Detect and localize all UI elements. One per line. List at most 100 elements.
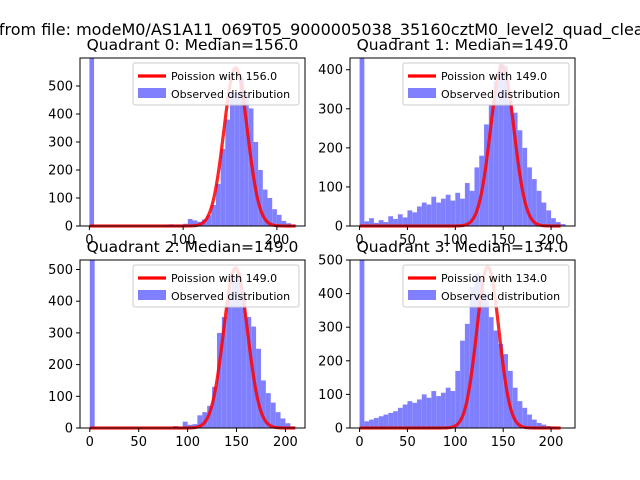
quadrant-3-bar <box>464 323 470 428</box>
quadrant-0-ytick-label: 0 <box>65 220 73 235</box>
quadrant-2-legend-observed-swatch <box>138 290 166 300</box>
quadrant-0-xtick-label: 0 <box>85 233 93 248</box>
quadrant-3-bar <box>517 401 523 428</box>
quadrant-2-bar <box>226 291 232 428</box>
quadrant-3-bar <box>527 414 532 428</box>
quadrant-1-bar <box>464 183 470 226</box>
quadrant-3-xtick-label: 150 <box>491 435 516 450</box>
quadrant-1-bar <box>359 58 365 226</box>
quadrant-3-bar <box>402 404 408 428</box>
quadrant-2-plot: 0 50 100 150 200 0 100 200 300 400 500 Quadrant 2: … <box>48 238 306 450</box>
quadrant-2-bar <box>260 380 266 428</box>
quadrant-0-legend <box>132 62 300 106</box>
quadrant-3-bar <box>388 412 394 428</box>
quadrant-1-bar <box>536 190 542 226</box>
quadrant-1-bar <box>512 112 518 226</box>
quadrant-1-bar <box>455 192 461 226</box>
quadrant-1-title: Quadrant 1: Median=149.0 <box>357 36 569 54</box>
quadrant-1-bar <box>493 81 499 226</box>
quadrant-0-bar <box>192 220 198 226</box>
quadrant-2-bar <box>182 421 188 428</box>
quadrant-0-bar <box>234 91 240 226</box>
quadrant-3-bar <box>445 387 451 428</box>
quadrant-2-bar <box>275 412 281 428</box>
quadrant-0-bar <box>215 184 221 226</box>
quadrant-1-bar <box>378 220 384 226</box>
quadrant-0-bar <box>272 209 277 226</box>
quadrant-2-xtick-label: 150 <box>224 435 249 450</box>
quadrant-3-bar <box>479 280 485 428</box>
quadrant-2-axes-frame <box>79 259 306 429</box>
quadrant-3-bar <box>507 370 513 428</box>
quadrant-2-ytick-label: 200 <box>48 358 73 373</box>
quadrant-1-bar <box>440 198 446 226</box>
quadrant-3-bar <box>431 391 437 428</box>
quadrant-3-bar <box>421 394 427 428</box>
quadrant-0-ytick-label: 300 <box>48 136 73 151</box>
quadrant-3-bar <box>498 344 504 428</box>
quadrant-1-bar <box>522 147 528 226</box>
quadrant-1-legend-poisson-label: Poission with 149.0 <box>441 70 547 83</box>
quadrant-1-bar <box>407 210 413 226</box>
quadrant-3-xtick-label: 100 <box>443 435 468 450</box>
quadrant-3-axes-frame <box>349 259 576 429</box>
quadrant-2-bar <box>236 272 242 428</box>
quadrant-1-bar <box>364 221 370 226</box>
quadrant-3-legend-observed-swatch <box>408 290 436 300</box>
quadrant-1-bar <box>460 198 465 226</box>
quadrant-2-xtick-label: 100 <box>175 435 200 450</box>
quadrant-1-xtick-label: 100 <box>443 233 468 248</box>
quadrant-3-bar <box>522 407 528 428</box>
quadrant-0-ytick-label: 200 <box>48 164 73 179</box>
quadrant-1-bar <box>498 63 504 226</box>
quadrant-3-bar <box>531 419 537 428</box>
quadrant-1-bar <box>527 167 532 226</box>
quadrant-3-bar <box>412 402 418 428</box>
quadrant-1-xtick-label: 200 <box>539 233 564 248</box>
quadrant-3-title: Quadrant 3: Median=134.0 <box>357 238 569 256</box>
quadrant-2-bar <box>221 317 227 428</box>
quadrant-1-bar <box>421 202 427 226</box>
quadrant-1-bar <box>397 214 403 226</box>
quadrant-2-ytick-label: 300 <box>48 326 73 341</box>
quadrant-1-bar <box>560 224 566 226</box>
quadrant-0-bar <box>276 214 282 226</box>
quadrant-0-legend-observed-swatch <box>138 88 166 98</box>
quadrant-2-xtick-label: 200 <box>273 435 298 450</box>
quadrant-3-bar <box>359 260 365 428</box>
quadrant-1-ytick-label: 200 <box>318 141 343 156</box>
quadrant-3-ytick-label: 100 <box>318 388 343 403</box>
quadrant-1-ytick-label: 0 <box>335 220 343 235</box>
quadrant-0-bar <box>258 170 263 226</box>
quadrant-0-bar <box>230 93 235 226</box>
quadrant-1-bar <box>417 206 422 226</box>
quadrant-1-bar <box>383 222 389 226</box>
quadrant-3-legend <box>402 264 570 308</box>
quadrant-1-bar <box>531 179 537 226</box>
quadrant-1-ytick-label: 100 <box>318 180 343 195</box>
quadrant-0-xtick-label: 100 <box>171 233 196 248</box>
quadrant-3-xtick-label: 0 <box>355 435 363 450</box>
quadrant-1-bar <box>431 196 437 226</box>
quadrant-2-legend <box>132 264 300 308</box>
quadrant-3-ytick-label: 0 <box>335 422 343 437</box>
quadrant-2-xtick-label: 50 <box>130 435 147 450</box>
quadrant-1-bar <box>426 204 432 226</box>
quadrant-1-bar <box>369 218 374 226</box>
quadrant-3-legend-poisson-label: Poission with 134.0 <box>441 272 547 285</box>
quadrant-1-bar <box>507 100 513 226</box>
quadrant-2-ytick-label: 500 <box>48 263 73 278</box>
quadrant-3-ytick-label: 400 <box>318 287 343 302</box>
quadrant-1-axes-frame <box>349 57 576 227</box>
quadrant-3-bar <box>488 317 494 428</box>
quadrant-3-ytick-label: 200 <box>318 354 343 369</box>
quadrant-3-bar <box>378 416 384 428</box>
quadrant-1-bar <box>555 222 561 226</box>
quadrant-3-xtick-label: 50 <box>399 435 416 450</box>
quadrant-2-xtick-label: 0 <box>86 435 94 450</box>
quadrant-0-bar <box>244 94 249 227</box>
quadrant-3-bar <box>369 419 374 428</box>
quadrant-1-bar <box>436 202 441 226</box>
quadrant-1-bar <box>474 167 480 226</box>
